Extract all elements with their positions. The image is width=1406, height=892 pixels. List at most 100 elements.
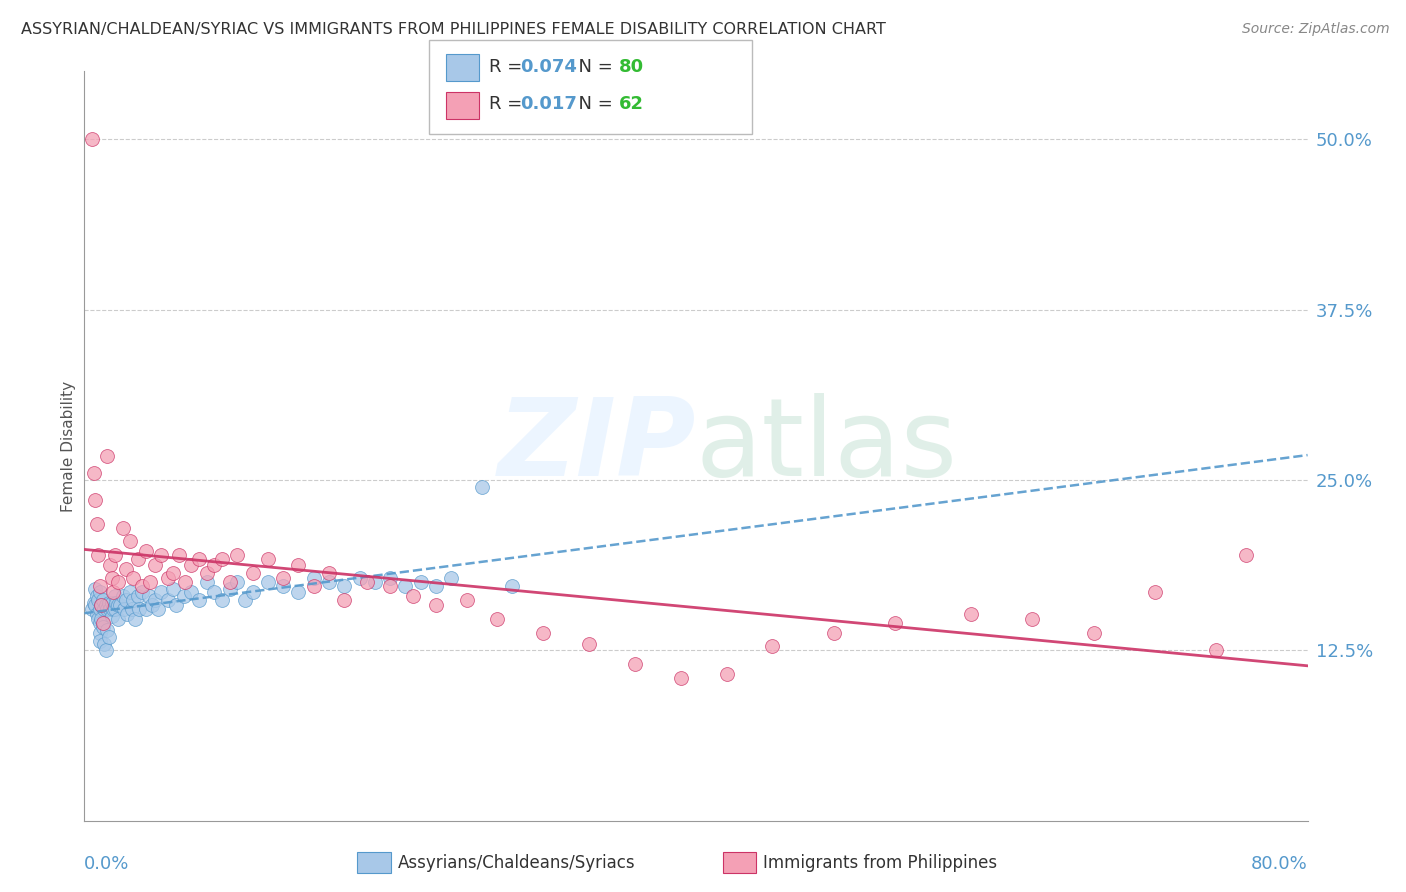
Point <box>302 579 325 593</box>
Point <box>89 602 111 616</box>
Point <box>271 571 294 585</box>
Y-axis label: Female Disability: Female Disability <box>60 380 76 512</box>
Point <box>80 132 103 146</box>
Point <box>107 599 129 613</box>
Text: 0.074: 0.074 <box>520 58 576 76</box>
Point <box>131 579 153 593</box>
Point <box>104 602 127 616</box>
Point <box>318 566 340 580</box>
Point <box>104 589 127 603</box>
Point <box>333 593 356 607</box>
Point <box>104 548 127 562</box>
Point <box>89 579 111 593</box>
Point <box>105 596 128 610</box>
Point <box>128 602 150 616</box>
Point <box>333 579 356 593</box>
Point <box>287 558 309 572</box>
Point <box>143 593 166 607</box>
Point <box>91 593 114 607</box>
Point <box>761 640 783 654</box>
Point <box>302 571 325 585</box>
Point <box>138 589 160 603</box>
Point <box>180 558 202 572</box>
Point <box>112 602 135 616</box>
Point <box>114 593 136 607</box>
Text: N =: N = <box>567 58 619 76</box>
Point <box>87 612 110 626</box>
Point <box>122 571 145 585</box>
Point <box>141 599 163 613</box>
Point <box>167 548 190 562</box>
Point <box>471 480 494 494</box>
Text: R =: R = <box>489 58 529 76</box>
Point <box>90 599 112 613</box>
Point <box>96 623 118 637</box>
Point <box>90 599 112 613</box>
Point <box>120 534 142 549</box>
Point <box>107 575 129 590</box>
Text: Assyrians/Chaldeans/Syriacs: Assyrians/Chaldeans/Syriacs <box>398 854 636 871</box>
Point <box>135 602 157 616</box>
Point <box>165 599 187 613</box>
Point <box>121 602 143 616</box>
Point <box>135 544 157 558</box>
Point <box>97 630 120 644</box>
Point <box>111 589 134 603</box>
Point <box>83 596 105 610</box>
Point <box>1205 643 1227 657</box>
Point <box>226 575 249 590</box>
Point <box>174 575 197 590</box>
Point <box>1021 612 1043 626</box>
Point <box>97 596 120 610</box>
Point <box>108 599 131 613</box>
Point <box>87 548 110 562</box>
Point <box>180 584 202 599</box>
Point <box>120 584 142 599</box>
Point <box>624 657 647 671</box>
Point <box>257 552 280 566</box>
Point <box>89 616 111 631</box>
Point <box>233 593 256 607</box>
Point <box>157 593 180 607</box>
Text: 62: 62 <box>619 95 644 113</box>
Point <box>94 599 117 613</box>
Point <box>1083 625 1105 640</box>
Point <box>101 596 124 610</box>
Point <box>96 449 118 463</box>
Point <box>425 599 447 613</box>
Text: 80: 80 <box>619 58 644 76</box>
Text: ASSYRIAN/CHALDEAN/SYRIAC VS IMMIGRANTS FROM PHILIPPINES FEMALE DISABILITY CORREL: ASSYRIAN/CHALDEAN/SYRIAC VS IMMIGRANTS F… <box>21 22 886 37</box>
Point <box>103 602 125 616</box>
Point <box>669 671 692 685</box>
Point <box>486 612 509 626</box>
Text: Immigrants from Philippines: Immigrants from Philippines <box>763 854 998 871</box>
Point <box>402 589 425 603</box>
Text: 0.0%: 0.0% <box>84 855 129 872</box>
Point <box>83 467 105 481</box>
Point <box>162 566 184 580</box>
Text: ZIP: ZIP <box>498 393 696 499</box>
Point <box>394 579 416 593</box>
Point <box>89 633 111 648</box>
Point <box>84 582 107 596</box>
Point <box>218 582 240 596</box>
Point <box>1143 584 1166 599</box>
Point <box>139 575 162 590</box>
Point <box>531 625 554 640</box>
Point <box>91 620 114 634</box>
Point <box>318 575 340 590</box>
Point <box>149 584 172 599</box>
Point <box>823 625 845 640</box>
Point <box>716 666 738 681</box>
Point <box>101 609 124 624</box>
Point <box>127 552 149 566</box>
Point <box>98 558 121 572</box>
Point <box>211 552 233 566</box>
Point <box>87 593 110 607</box>
Point <box>242 566 264 580</box>
Point <box>409 575 432 590</box>
Point <box>131 584 153 599</box>
Point <box>146 602 169 616</box>
Point <box>91 616 114 631</box>
Point <box>107 612 129 626</box>
